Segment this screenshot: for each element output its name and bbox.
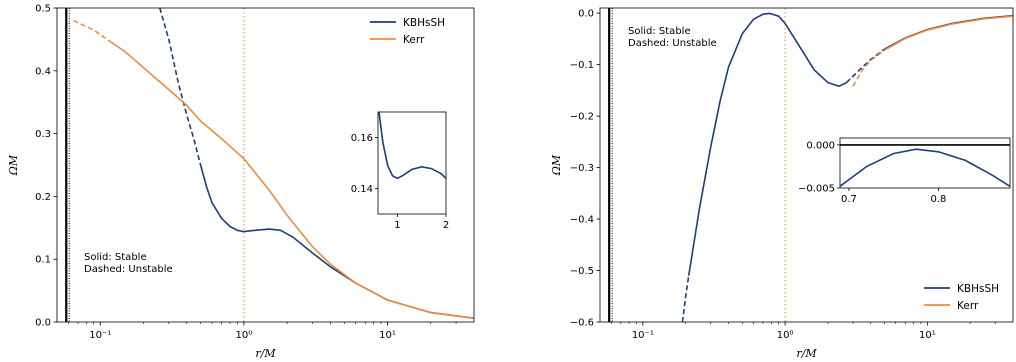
y-tick-label: 0.1 — [35, 255, 51, 266]
x-axis-label: r/M — [796, 347, 817, 360]
series-kerr-solid — [884, 15, 1013, 51]
x-tick-label: 10¹ — [379, 330, 396, 341]
y-tick-label: −0.2 — [570, 112, 594, 123]
axes-frame — [56, 7, 475, 323]
panel-right: 0.0 −0.1 −0.2 −0.3 −0.4 −0.5 −0.6 10⁻¹ 10⁰ 10¹ r/M… — [550, 7, 1014, 360]
inset-y-tick-label: −0.005 — [798, 184, 835, 195]
inset-x-tick-label: 0.7 — [841, 194, 857, 205]
y-tick-label: −0.3 — [570, 163, 594, 174]
y-tick-label: −0.6 — [570, 318, 594, 329]
legend-label: KBHsSH — [403, 17, 445, 29]
legend-label: Kerr — [957, 300, 979, 312]
legend-label: Kerr — [403, 34, 425, 46]
inset: 1 2 0.14 0.16 — [351, 111, 449, 231]
inset: 0.7 0.8 0.000 −0.005 — [798, 137, 1011, 205]
inset-y-tick-label: 0.16 — [351, 133, 373, 144]
annotation-line: Dashed: Unstable — [628, 38, 717, 49]
y-tick-label: 0.2 — [35, 192, 51, 203]
series-kbhssh-dashed — [681, 275, 690, 322]
series-kerr-solid — [111, 41, 474, 319]
panel-left: 0.0 0.1 0.2 0.3 0.4 0.5 10⁻¹ 10⁰ 10¹ r/M ΩM KBHsSH K… — [7, 4, 475, 360]
inset-frame — [839, 137, 1011, 189]
x-tick-label: 10⁻¹ — [632, 330, 654, 341]
series-kerr-dashed — [852, 49, 885, 87]
series-group — [73, 8, 474, 319]
inset-series-kbhssh — [378, 112, 446, 180]
axes-frame — [599, 7, 1014, 323]
annotation-line: Solid: Stable — [628, 26, 691, 37]
legend-label: KBHsSH — [957, 283, 999, 295]
annotation-line: Solid: Stable — [84, 252, 147, 263]
series-kbhssh-solid — [884, 14, 1013, 50]
series-kbhssh-dashed — [845, 48, 885, 84]
annotation-line: Dashed: Unstable — [84, 264, 173, 275]
inset-y-tick-label: 0.14 — [351, 184, 373, 195]
y-tick-label: 0.3 — [35, 129, 51, 140]
series-group — [681, 12, 1013, 322]
y-tick-label: 0.5 — [35, 4, 51, 15]
y-tick-label: 0.0 — [35, 318, 51, 329]
x-tick-label: 10⁻¹ — [89, 330, 111, 341]
inset-y-tick-label: 0.000 — [806, 140, 835, 151]
y-axis-label: ΩM — [7, 154, 20, 176]
series-kbhssh-solid — [687, 12, 847, 276]
y-tick-label: 0.0 — [578, 9, 594, 20]
y-tick-label: −0.1 — [570, 60, 594, 71]
x-axis-label: r/M — [255, 347, 276, 360]
y-tick-label: 0.4 — [35, 66, 51, 77]
y-axis-label: ΩM — [550, 154, 563, 176]
x-tick-label: 10⁰ — [236, 330, 253, 341]
inset-x-tick-label: 1 — [394, 220, 400, 231]
x-tick-label: 10⁰ — [777, 330, 794, 341]
y-tick-label: −0.4 — [570, 215, 594, 226]
inset-series-kbhssh — [840, 148, 1010, 187]
x-tick-label: 10¹ — [919, 330, 936, 341]
series-kerr-dashed — [73, 19, 113, 44]
inset-frame — [377, 111, 447, 215]
inset-x-tick-label: 2 — [443, 220, 449, 231]
series-kbhssh-dashed — [159, 8, 202, 166]
inset-x-tick-label: 0.8 — [930, 194, 946, 205]
y-tick-label: −0.5 — [570, 266, 594, 277]
